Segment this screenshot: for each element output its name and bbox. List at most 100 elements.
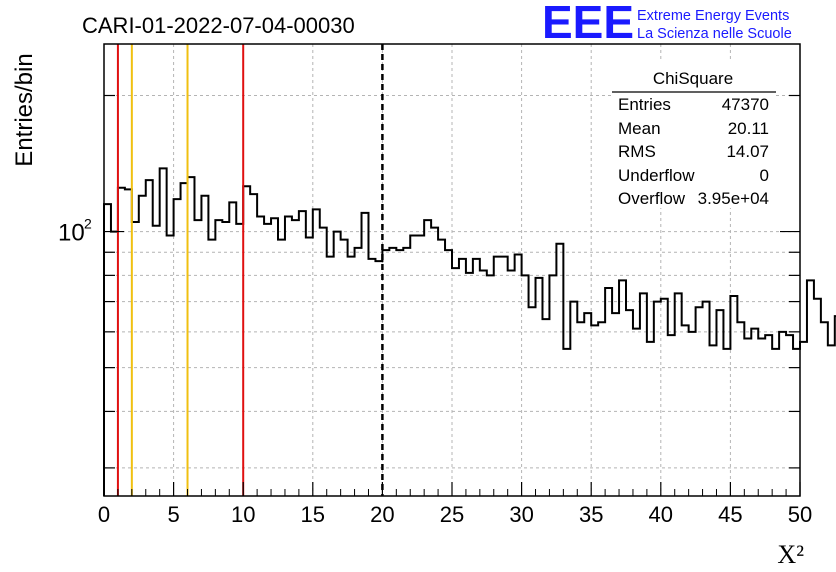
histogram-bin [542,319,549,496]
y-tick-label-exponent: 2 [84,216,92,232]
threshold-lines [116,44,384,496]
stats-value-mean: 20.11 [728,119,769,138]
histogram-bin [473,259,480,496]
histogram-bin [807,280,814,496]
x-tick-label: 30 [509,502,533,527]
logo-line2: La Scienza nelle Scuole [637,26,792,42]
eee-logo: EEE Extreme Energy Events La Scienza nel… [542,0,792,48]
histogram-bin [410,236,417,496]
stats-title: ChiSquare [653,69,733,88]
stats-value-rms: 14.07 [726,142,769,161]
histogram-bin [529,307,536,496]
histogram-bin [751,329,758,496]
stats-label-underflow: Underflow [618,166,695,185]
histogram-bin [292,220,299,496]
x-tick-label: 50 [788,502,812,527]
histogram-bin [362,213,369,496]
histogram-bin [320,228,327,496]
histogram-bin [438,240,445,496]
histogram-bin [174,199,181,496]
histogram-bin [584,313,591,496]
stats-label-overflow: Overflow [618,189,686,208]
histogram-bin [730,296,737,496]
histogram-bin [236,224,243,496]
histogram-bin [605,288,612,496]
histogram-bin [640,293,647,496]
histogram-bin [682,325,689,496]
histogram-bin [612,313,619,496]
logo-line1: Extreme Energy Events [637,8,789,24]
histogram-bin [285,216,292,496]
x-tick-label: 40 [649,502,673,527]
histogram-bin [675,293,682,496]
histogram-bin [598,322,605,496]
histogram-bin [577,322,584,496]
histogram-bin [821,322,828,496]
histogram-bin [229,202,236,496]
histogram-bin [772,349,779,496]
histogram-bin [626,310,633,496]
histogram-bin [104,204,111,496]
histogram-bin [222,222,229,496]
histogram-bin [710,345,717,496]
logo-mark: EEE [542,0,634,48]
histogram-bin [181,183,188,496]
histogram-bin [188,177,195,496]
histogram-bin [111,232,118,496]
stats-label-mean: Mean [618,119,661,138]
histogram-bin [633,329,640,496]
histogram-bin [257,216,264,496]
x-tick-label: 0 [98,502,110,527]
chart-title: CARI-01-2022-07-04-00030 [82,13,355,38]
histogram-bin [689,332,696,496]
histogram-bin [723,349,730,496]
stats-value-underflow: 0 [760,166,769,185]
x-tick-label: 15 [301,502,325,527]
histogram-bin [334,232,341,496]
x-tick-label: 10 [231,502,255,527]
histogram-bin [403,248,410,496]
histogram-bin [536,278,543,496]
histogram-bin [508,271,515,496]
histogram-bin [250,194,257,496]
histogram-bin [619,280,626,496]
histogram-bin [306,238,313,496]
histogram-bin [264,224,271,496]
histogram-bin [480,271,487,496]
histogram-bin [515,254,522,496]
histogram-bin [132,222,139,496]
histogram-bin [153,226,160,496]
histogram-bin [716,310,723,496]
histogram-bin [647,342,654,496]
histogram-outline [103,167,836,496]
histogram-bin [570,302,577,496]
stats-value-overflow: 3.95e+04 [698,189,769,208]
histogram-bin [355,248,362,496]
histogram-bin [786,335,793,496]
x-tick-label: 5 [167,502,179,527]
x-tick-label: 20 [370,502,394,527]
histogram-bin [424,220,431,496]
histogram-bin [299,211,306,496]
histogram-bin [466,273,473,496]
histogram-bin [814,299,821,496]
histogram-bin [146,180,153,496]
stats-value-entries: 47370 [722,95,769,114]
histogram-bin [591,325,598,496]
histogram-bin [668,335,675,496]
histogram-bin [215,220,222,496]
histogram-bin [459,259,466,496]
stats-box: ChiSquare Entries 47370 Mean 20.11 RMS 1… [612,62,776,208]
histogram-bin [800,342,807,496]
x-tick-label: 35 [579,502,603,527]
histogram-bin [744,338,751,496]
histogram-bin [793,349,800,496]
histogram-bin [828,345,835,496]
histogram-bin [522,275,529,496]
histogram-bin [208,240,215,496]
histogram-bin [758,338,765,496]
histogram-bin [278,240,285,496]
